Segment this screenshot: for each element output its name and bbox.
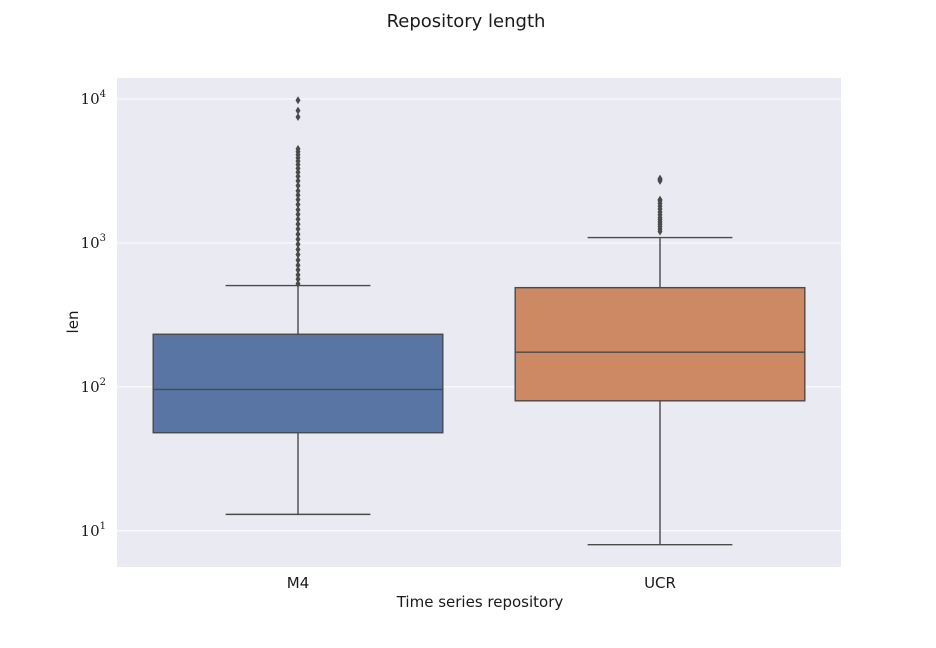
y-tick-base: 10 (81, 522, 100, 540)
y-tick-label: 102 (81, 377, 106, 396)
y-tick-base: 10 (81, 90, 100, 108)
box-m4 (152, 96, 444, 516)
y-tick-exponent: 2 (100, 377, 106, 388)
box-body (152, 333, 444, 434)
outlier-point (295, 176, 301, 185)
y-tick-label: 104 (81, 89, 106, 108)
outlier-point (295, 181, 301, 190)
outlier-point (657, 174, 663, 183)
outlier-point (295, 240, 301, 249)
outlier-point (295, 224, 301, 233)
outlier-point (295, 279, 301, 288)
x-tick-label: M4 (287, 574, 310, 592)
y-tick-exponent: 4 (100, 89, 106, 100)
y-tick-exponent: 1 (100, 521, 106, 532)
outlier-point (295, 265, 301, 274)
outlier-point (295, 275, 301, 284)
outlier-point (295, 200, 301, 209)
outlier-point (295, 270, 301, 279)
y-tick-base: 10 (81, 234, 100, 252)
outlier-point (295, 186, 301, 195)
x-tick-labels: M4 UCR (287, 574, 676, 592)
y-tick-exponent: 3 (100, 233, 106, 244)
outlier-point (295, 106, 301, 115)
outlier-point (295, 245, 301, 254)
y-axis-label: len (64, 311, 82, 334)
box-body (514, 286, 806, 402)
outlier-point (295, 250, 301, 259)
y-tick-label: 103 (81, 233, 106, 252)
outlier-point (295, 235, 301, 244)
outlier-point (295, 256, 301, 265)
chart-title: Repository length (387, 11, 546, 32)
outlier-point (295, 215, 301, 224)
outlier-point (295, 113, 301, 122)
outlier-point (295, 172, 301, 181)
x-tick-label: UCR (644, 574, 676, 592)
outlier-point (295, 220, 301, 229)
outlier-point (295, 144, 301, 153)
outlier-point (295, 191, 301, 200)
box-ucr (514, 174, 806, 546)
outlier-point (657, 195, 663, 204)
outlier-point (295, 261, 301, 270)
outlier-point (295, 195, 301, 204)
outlier-point (295, 205, 301, 214)
y-tick-base: 10 (81, 378, 100, 396)
outlier-point (295, 230, 301, 239)
box-group (152, 96, 806, 546)
x-axis-label: Time series repository (396, 593, 564, 611)
outlier-point (295, 96, 301, 105)
outlier-point (295, 210, 301, 219)
y-tick-label: 101 (81, 521, 106, 540)
